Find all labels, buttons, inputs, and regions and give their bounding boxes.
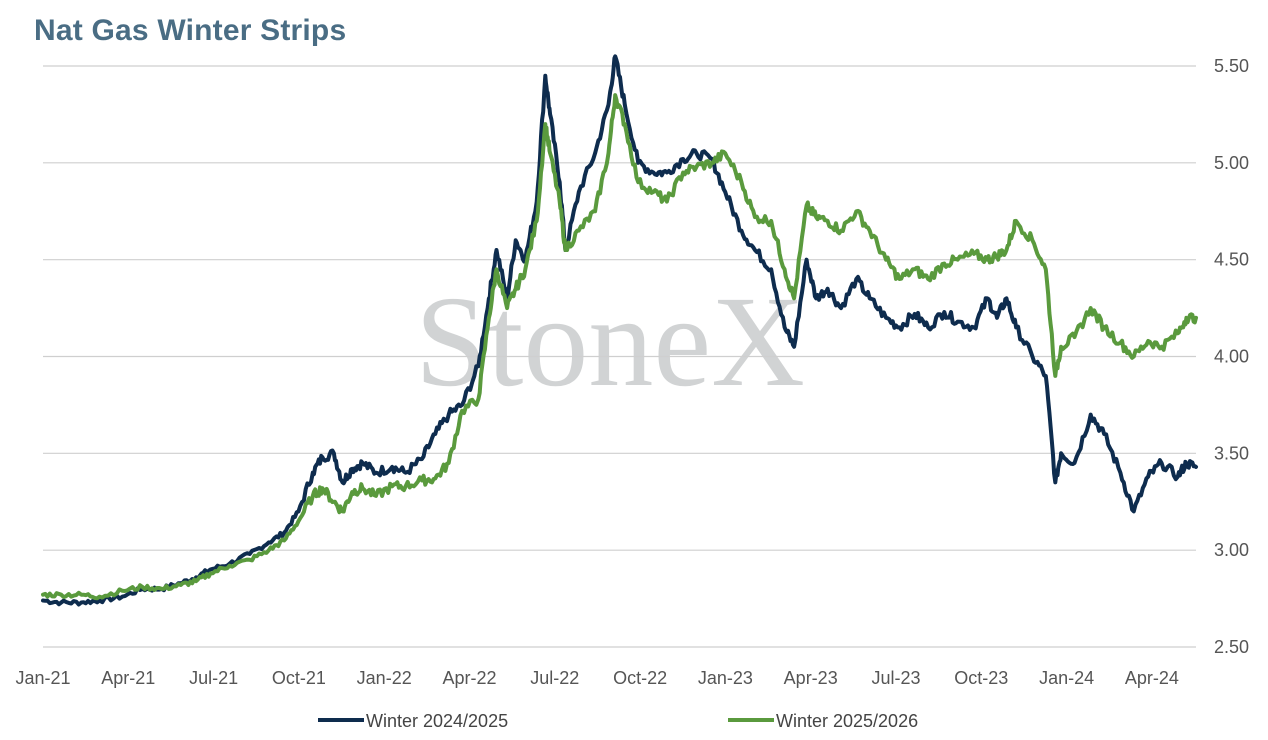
- y-tick-label: 4.00: [1214, 347, 1249, 367]
- y-tick-label: 3.50: [1214, 443, 1249, 463]
- legend-label: Winter 2024/2025: [366, 711, 508, 731]
- x-tick-label: Apr-22: [442, 668, 496, 688]
- page-title: Nat Gas Winter Strips: [34, 14, 347, 47]
- y-tick-label: 2.50: [1214, 637, 1249, 657]
- x-tick-label: Jul-21: [189, 668, 238, 688]
- series-line-1: [41, 54, 1198, 607]
- stonex-watermark: StoneX: [415, 270, 805, 414]
- x-tick-label: Apr-23: [784, 668, 838, 688]
- legend-label: Winter 2025/2026: [776, 711, 918, 731]
- x-axis-ticks: Jan-21 Apr-21 Jul-21 Oct-21 Jan-22 Apr-22 Jul-…: [15, 668, 1178, 688]
- x-tick-label: Jan-21: [15, 668, 70, 688]
- x-tick-label: Jul-22: [530, 668, 579, 688]
- x-tick-label: Jul-23: [871, 668, 920, 688]
- watermark-layer: StoneX: [415, 270, 805, 414]
- legend: Winter 2024/2025 Winter 2025/2026: [318, 711, 918, 731]
- y-tick-label: 4.50: [1214, 250, 1249, 270]
- x-tick-label: Apr-24: [1125, 668, 1179, 688]
- series-layer: [41, 54, 1198, 607]
- y-axis-ticks: 5.50 5.00 4.50 4.00 3.50 3.00 2.50: [1214, 56, 1249, 657]
- y-tick-label: 5.00: [1214, 153, 1249, 173]
- x-tick-label: Oct-22: [613, 668, 667, 688]
- y-tick-label: 5.50: [1214, 56, 1249, 76]
- x-tick-label: Jan-23: [698, 668, 753, 688]
- x-tick-label: Jan-24: [1039, 668, 1094, 688]
- x-tick-label: Apr-21: [101, 668, 155, 688]
- x-tick-label: Oct-21: [272, 668, 326, 688]
- x-tick-label: Jan-22: [357, 668, 412, 688]
- y-tick-label: 3.00: [1214, 540, 1249, 560]
- grid-layer: [43, 65, 1196, 648]
- series-line-2: [41, 93, 1198, 601]
- x-tick-label: Oct-23: [954, 668, 1008, 688]
